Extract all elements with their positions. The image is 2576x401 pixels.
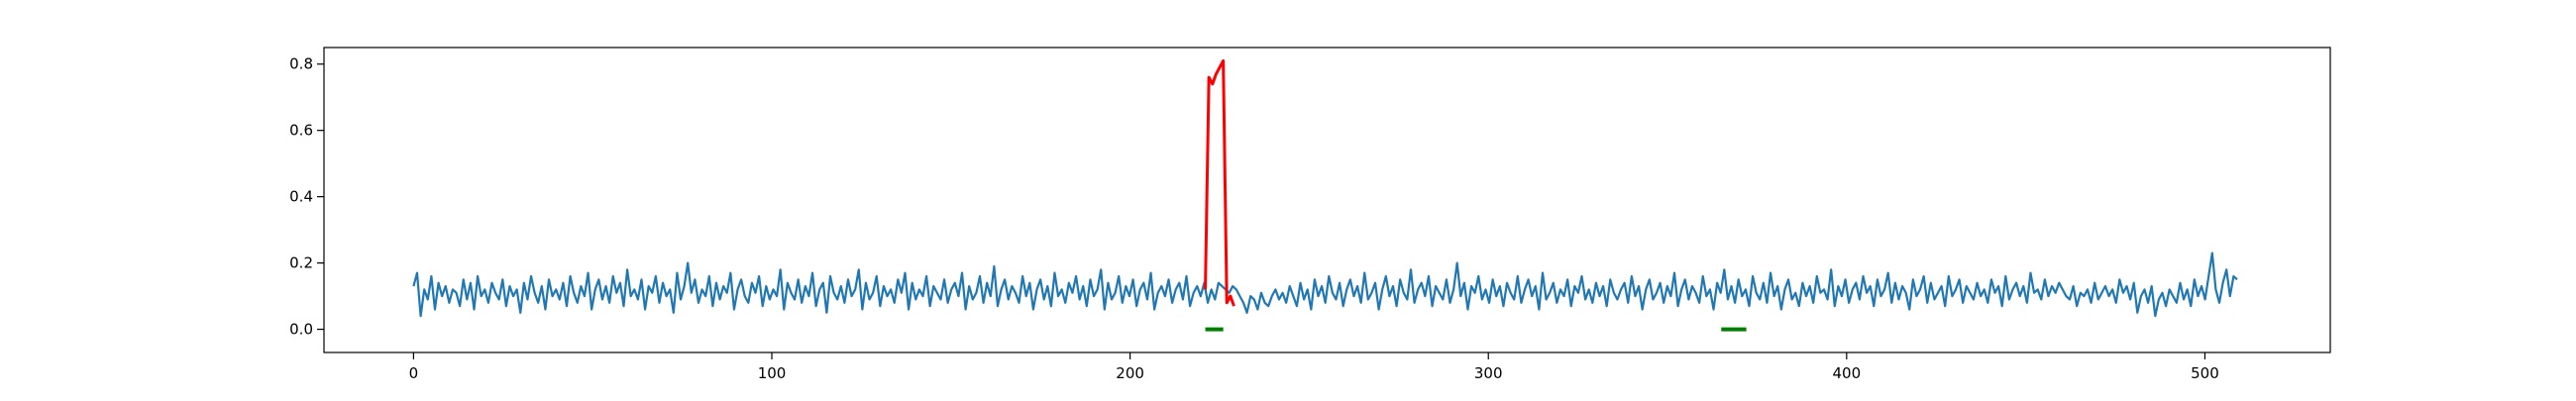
y-tick-label: 0.6 [289, 122, 313, 140]
x-tick-label: 200 [1116, 364, 1144, 382]
y-tick-label: 0.0 [289, 321, 313, 339]
y-tick-label: 0.8 [289, 55, 313, 73]
axes-layer: 0 100 200 300 400 500 0.0 0.2 0.4 0.6 0.8 [289, 55, 2219, 382]
x-tick-label: 0 [409, 364, 419, 382]
series-layer [412, 58, 2238, 332]
plot-frame [323, 47, 2331, 353]
y-tick-label: 0.2 [289, 254, 313, 272]
series-line-base [412, 251, 2238, 318]
series-line-anomaly-high [1204, 58, 1235, 307]
x-tick-label: 500 [2191, 364, 2219, 382]
x-tick-label: 400 [1833, 364, 1862, 382]
x-tick-label: 300 [1474, 364, 1503, 382]
y-tick-label: 0.4 [289, 188, 313, 206]
x-tick-label: 100 [758, 364, 787, 382]
